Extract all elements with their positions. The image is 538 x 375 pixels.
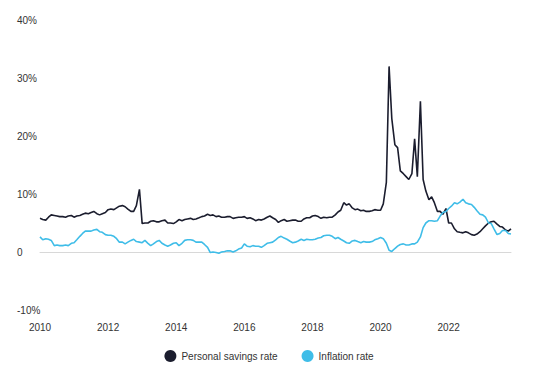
svg-text:2020: 2020 — [369, 322, 392, 333]
svg-text:2014: 2014 — [165, 322, 188, 333]
svg-text:40%: 40% — [17, 15, 37, 26]
svg-text:2022: 2022 — [438, 322, 461, 333]
svg-text:2018: 2018 — [301, 322, 324, 333]
svg-text:2012: 2012 — [97, 322, 120, 333]
svg-text:0: 0 — [17, 247, 23, 258]
svg-text:2010: 2010 — [29, 322, 52, 333]
svg-text:Personal savings rate: Personal savings rate — [181, 351, 278, 362]
svg-text:20%: 20% — [17, 131, 37, 142]
svg-text:Inflation rate: Inflation rate — [319, 351, 374, 362]
svg-text:-10%: -10% — [17, 305, 40, 316]
svg-text:30%: 30% — [17, 73, 37, 84]
svg-text:2016: 2016 — [233, 322, 256, 333]
svg-text:10%: 10% — [17, 189, 37, 200]
